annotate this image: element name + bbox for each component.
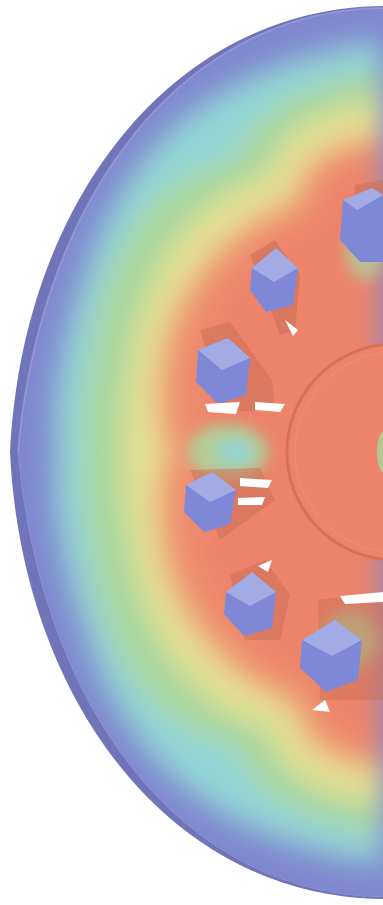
central-hub [285, 342, 383, 562]
cube-5 [224, 560, 290, 640]
cube-3 [196, 322, 285, 414]
pocket-cubes [184, 180, 383, 712]
cube-4 [184, 468, 275, 540]
cube-1 [340, 180, 383, 262]
cube-6 [300, 592, 383, 712]
cube-2 [250, 240, 300, 336]
